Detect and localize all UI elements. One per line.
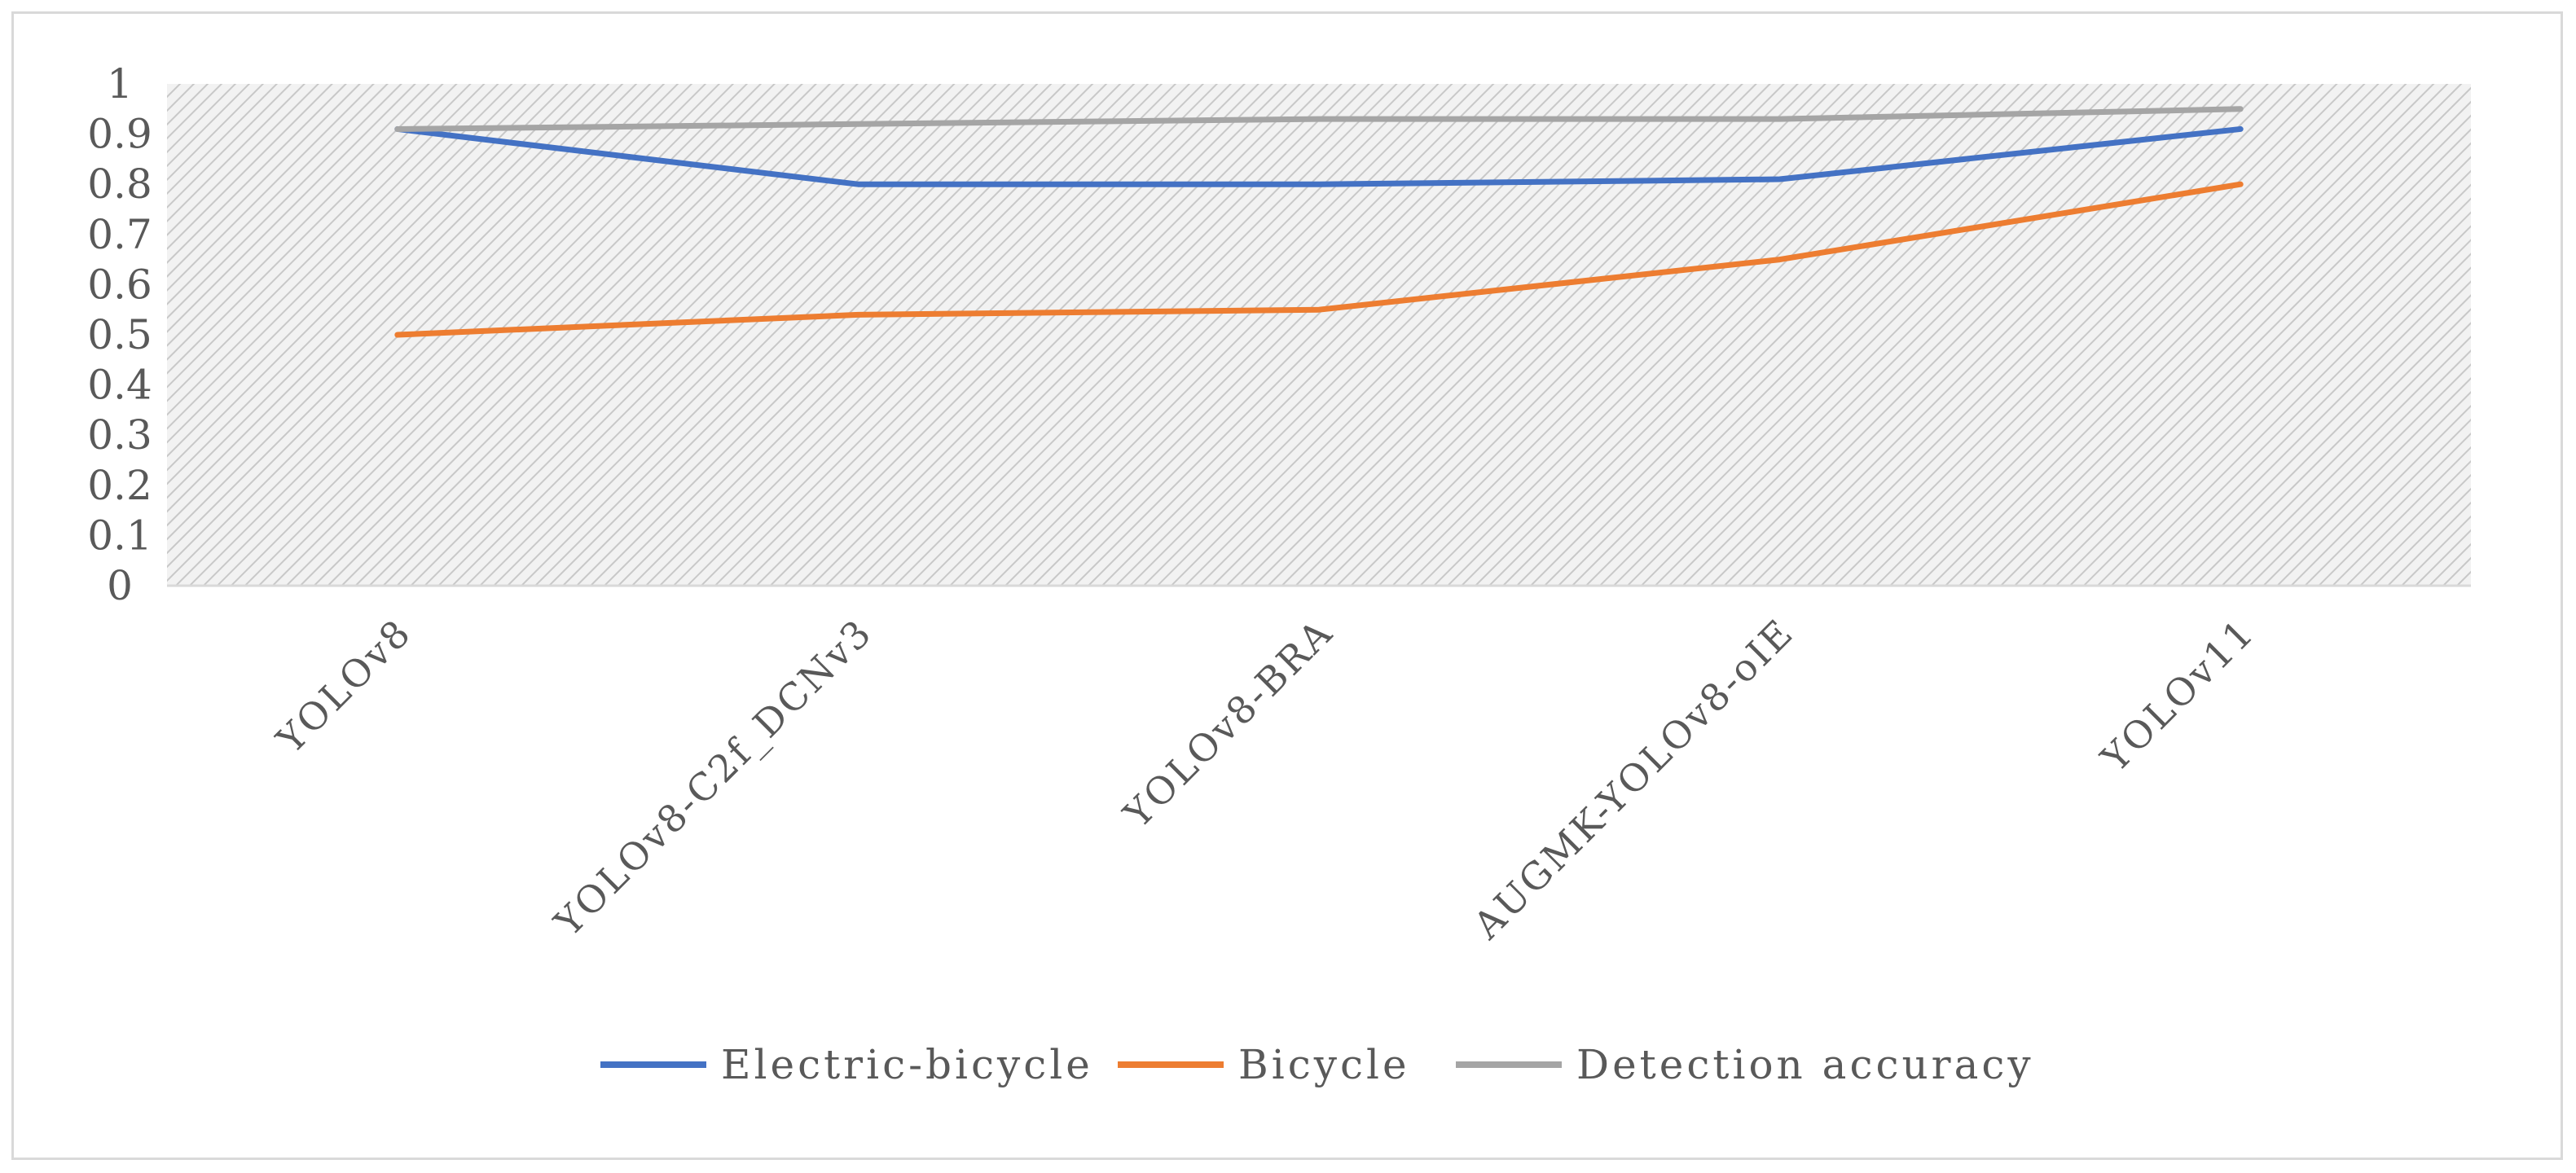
y-tick-label: 0.8 bbox=[87, 160, 152, 208]
series-lines bbox=[394, 106, 2244, 338]
x-tick-label: AUGMK-YOLOv8-oIE bbox=[1464, 610, 1802, 948]
legend: Electric-bicycle Bicycle Detection accurac… bbox=[600, 1041, 2034, 1088]
legend-label: Electric-bicycle bbox=[721, 1041, 1093, 1088]
x-tick-label: YOLOv8-BRA bbox=[1114, 610, 1341, 837]
y-tick-label: 0.4 bbox=[87, 362, 152, 409]
y-tick-label: 0.2 bbox=[87, 462, 152, 509]
y-axis-ticks: 00.10.20.30.40.50.60.70.80.91 bbox=[87, 60, 152, 609]
x-tick-label: YOLOv11 bbox=[2092, 610, 2263, 781]
y-tick-label: 0.3 bbox=[87, 411, 152, 459]
series-line bbox=[394, 106, 2244, 132]
legend-label: Bicycle bbox=[1238, 1041, 1410, 1088]
y-tick-label: 1 bbox=[107, 60, 133, 108]
line-chart: 00.10.20.30.40.50.60.70.80.91 YOLOv8 YOLO… bbox=[87, 60, 2471, 1088]
y-tick-label: 0.7 bbox=[87, 211, 152, 258]
y-tick-label: 0.9 bbox=[87, 111, 152, 158]
series-line bbox=[394, 125, 2244, 187]
plot-area bbox=[167, 84, 2471, 586]
y-tick-label: 0.1 bbox=[87, 512, 152, 559]
y-tick-label: 0 bbox=[107, 562, 133, 609]
x-tick-label: YOLOv8 bbox=[267, 610, 420, 762]
series-line bbox=[394, 181, 2244, 338]
y-tick-label: 0.6 bbox=[87, 261, 152, 308]
y-tick-label: 0.5 bbox=[87, 311, 152, 358]
chart-frame: 0 0.1 0.2 0.3 0.4 0.5 0.6 0.7 0.8 0.9 1 YOLOv8 YOLO… bbox=[11, 11, 2563, 1160]
x-tick-label: YOLOv8-C2f_DCNv3 bbox=[545, 610, 881, 946]
legend-label: Detection accuracy bbox=[1576, 1041, 2034, 1088]
x-axis-ticks: YOLOv8 YOLOv8-C2f_DCNv3 YOLOv8-BRA AUGMK-YO… bbox=[267, 610, 2262, 948]
